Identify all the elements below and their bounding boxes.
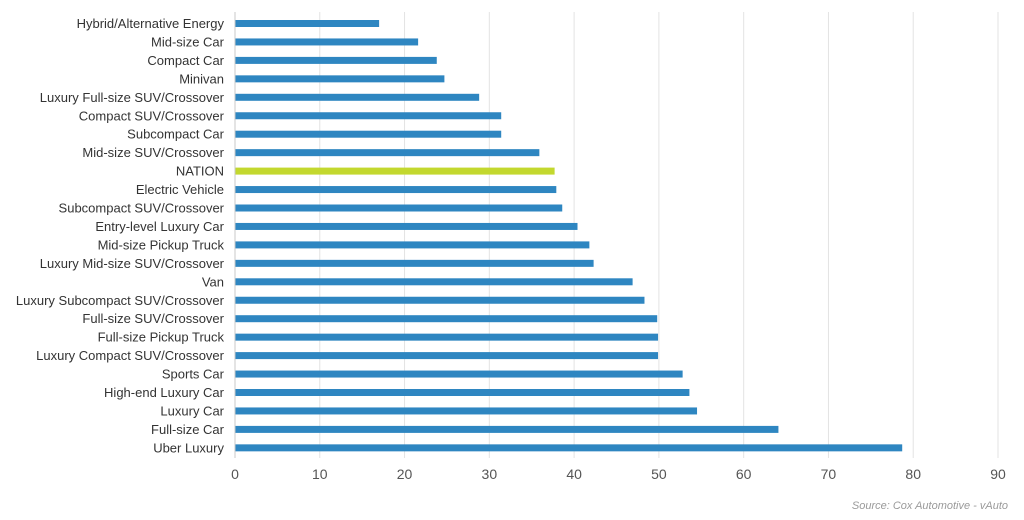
bar: [235, 204, 563, 212]
bar: [235, 149, 540, 157]
bar: [235, 259, 594, 267]
category-label: Sports Car: [162, 367, 225, 382]
bar: [235, 315, 658, 323]
bars: [235, 20, 903, 452]
category-label: Entry-level Luxury Car: [95, 219, 224, 234]
bar: [235, 278, 633, 286]
category-label: Hybrid/Alternative Energy: [77, 16, 225, 31]
category-label: Luxury Subcompact SUV/Crossover: [16, 293, 225, 308]
bar: [235, 241, 590, 249]
x-tick-label: 0: [231, 466, 239, 482]
bar: [235, 407, 698, 415]
bar-highlight: [235, 167, 555, 175]
category-labels: Hybrid/Alternative Energy Mid-size Car Com…: [16, 16, 225, 455]
bar: [235, 186, 557, 194]
bar: [235, 222, 578, 230]
category-label: Van: [202, 274, 224, 289]
x-tick-label: 70: [821, 466, 837, 482]
category-label: Subcompact Car: [127, 127, 224, 142]
bar: [235, 352, 659, 360]
x-tick-label: 10: [312, 466, 328, 482]
category-label: Luxury Compact SUV/Crossover: [36, 348, 225, 363]
x-tick-label: 30: [482, 466, 498, 482]
bar: [235, 130, 502, 138]
x-tick-label: 60: [736, 466, 752, 482]
source-note: Source: Cox Automotive - vAuto: [851, 500, 1008, 512]
x-tick-label: 50: [651, 466, 667, 482]
bar: [235, 112, 502, 120]
category-label: Electric Vehicle: [136, 182, 224, 197]
bar: [235, 333, 659, 341]
category-label: Luxury Full-size SUV/Crossover: [40, 90, 225, 105]
category-label: Luxury Mid-size SUV/Crossover: [40, 256, 225, 271]
bar: [235, 56, 437, 64]
bar: [235, 93, 480, 101]
category-label: Mid-size Pickup Truck: [98, 237, 225, 252]
category-label: Mid-size Car: [151, 34, 225, 49]
category-label: Full-size Pickup Truck: [98, 330, 225, 345]
bar: [235, 38, 419, 46]
bar: [235, 444, 903, 452]
x-axis-tick-labels: 0 10 20 30 40 50 60 70 80 90: [231, 466, 1006, 482]
category-label: High-end Luxury Car: [104, 385, 225, 400]
category-label: Full-size SUV/Crossover: [82, 311, 224, 326]
category-label: Minivan: [179, 71, 224, 86]
x-tick-label: 80: [905, 466, 921, 482]
bar: [235, 389, 690, 396]
category-label: Subcompact SUV/Crossover: [59, 201, 225, 216]
category-label: NATION: [176, 164, 224, 179]
category-label: Uber Luxury: [153, 440, 224, 455]
category-label: Compact SUV/Crossover: [79, 108, 225, 123]
bar: [235, 425, 779, 433]
bar: [235, 75, 445, 83]
category-label: Compact Car: [147, 53, 224, 68]
category-label: Full-size Car: [151, 422, 225, 437]
gridlines: [319, 12, 999, 458]
x-tick-label: 20: [397, 466, 413, 482]
category-label: Luxury Car: [160, 403, 224, 418]
x-tick-label: 90: [990, 466, 1006, 482]
bar: [235, 296, 645, 304]
category-label: Mid-size SUV/Crossover: [82, 145, 224, 160]
bar: [235, 20, 380, 27]
x-tick-label: 40: [566, 466, 582, 482]
bar: [235, 370, 683, 378]
